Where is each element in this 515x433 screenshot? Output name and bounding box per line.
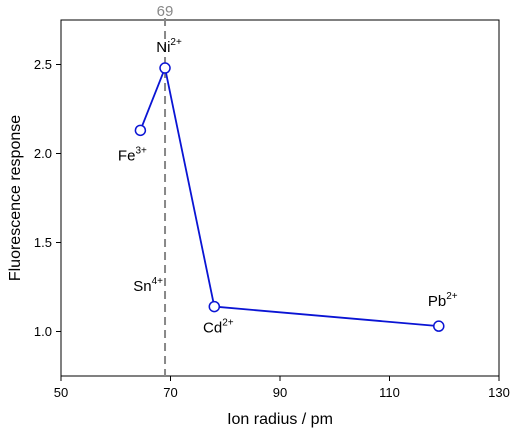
- x-tick-label: 90: [273, 385, 287, 400]
- y-tick-label: 2.0: [34, 146, 52, 161]
- data-point-ni: [159, 62, 171, 74]
- point-label-pb: Pb2+: [428, 291, 458, 310]
- y-tick-label: 2.5: [34, 57, 52, 72]
- plot-area: [60, 19, 500, 377]
- x-tick-label: 50: [54, 385, 68, 400]
- point-label-ni: Ni2+: [156, 37, 182, 56]
- y-axis-title: Fluorescence response: [7, 115, 24, 281]
- data-point-pb: [433, 320, 445, 332]
- data-point-fe: [134, 124, 147, 137]
- series-line-segment: [139, 67, 166, 131]
- y-tick-label: 1.0: [34, 324, 52, 339]
- point-label-fe: Fe3+: [118, 145, 147, 164]
- x-axis-title: Ion radius / pm: [227, 411, 333, 428]
- point-labels: Fe3+ Ni2+ Cd2+ Pb2+ Sn4+: [118, 37, 458, 337]
- series-line-segment: [164, 67, 216, 307]
- series-line-segment: [214, 305, 439, 328]
- plot-frame: [60, 19, 500, 377]
- reference-line-group: 69: [157, 3, 174, 376]
- x-tick-label: 110: [379, 385, 400, 400]
- series-markers: [134, 62, 445, 332]
- x-tick-label: 70: [163, 385, 177, 400]
- annotation-sn: Sn4+: [133, 276, 163, 295]
- ticks: 50 70 90 110 130 1.0 1.5 2.0 2.5: [34, 57, 510, 400]
- data-point-cd: [208, 300, 221, 313]
- point-label-cd: Cd2+: [203, 318, 234, 337]
- reference-line-label: 69: [157, 3, 174, 20]
- x-tick-label: 130: [488, 385, 510, 400]
- y-tick-label: 1.5: [34, 235, 52, 250]
- series-lines: [139, 67, 439, 328]
